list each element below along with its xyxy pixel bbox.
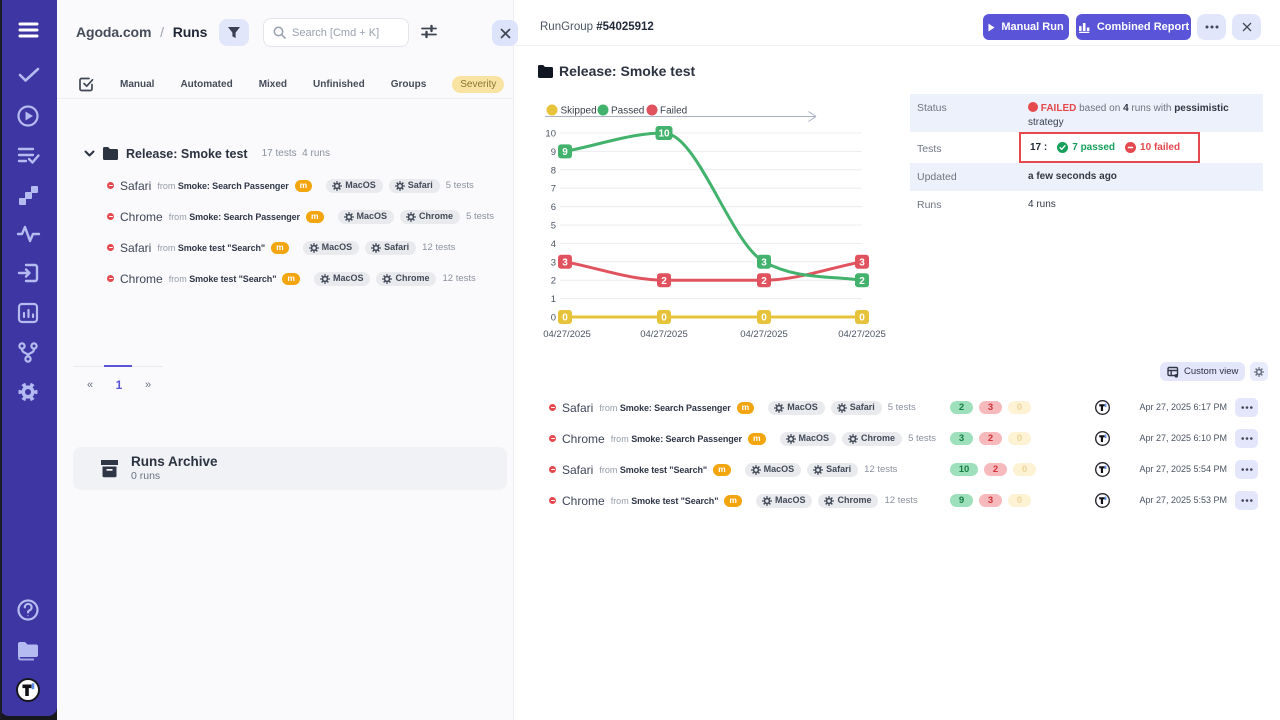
svg-text:4: 4 [551, 239, 556, 250]
svg-text:0: 0 [859, 313, 865, 324]
svg-text:0: 0 [761, 313, 767, 324]
svg-text:04/27/2025: 04/27/2025 [640, 329, 688, 340]
svg-text:10: 10 [545, 129, 556, 140]
svg-text:9: 9 [551, 147, 556, 158]
svg-text:0: 0 [661, 313, 667, 324]
svg-text:04/27/2025: 04/27/2025 [838, 329, 886, 340]
svg-text:2: 2 [859, 276, 865, 287]
svg-text:0: 0 [551, 313, 556, 324]
svg-text:9: 9 [562, 147, 568, 158]
svg-text:Passed: Passed [611, 106, 644, 117]
svg-text:3: 3 [551, 257, 556, 268]
svg-text:2: 2 [761, 276, 767, 287]
svg-text:2: 2 [551, 276, 556, 287]
svg-text:04/27/2025: 04/27/2025 [543, 329, 591, 340]
svg-text:1: 1 [551, 294, 556, 305]
svg-text:7: 7 [551, 184, 556, 195]
svg-text:3: 3 [859, 257, 865, 268]
svg-text:6: 6 [551, 202, 556, 213]
svg-text:Skipped: Skipped [561, 106, 597, 117]
svg-text:3: 3 [562, 257, 568, 268]
svg-text:3: 3 [761, 257, 767, 268]
svg-text:8: 8 [551, 165, 556, 176]
svg-text:Failed: Failed [660, 106, 687, 117]
svg-text:2: 2 [661, 276, 667, 287]
svg-text:0: 0 [562, 313, 568, 324]
svg-text:04/27/2025: 04/27/2025 [740, 329, 788, 340]
svg-text:10: 10 [658, 129, 670, 140]
svg-text:5: 5 [551, 221, 556, 232]
